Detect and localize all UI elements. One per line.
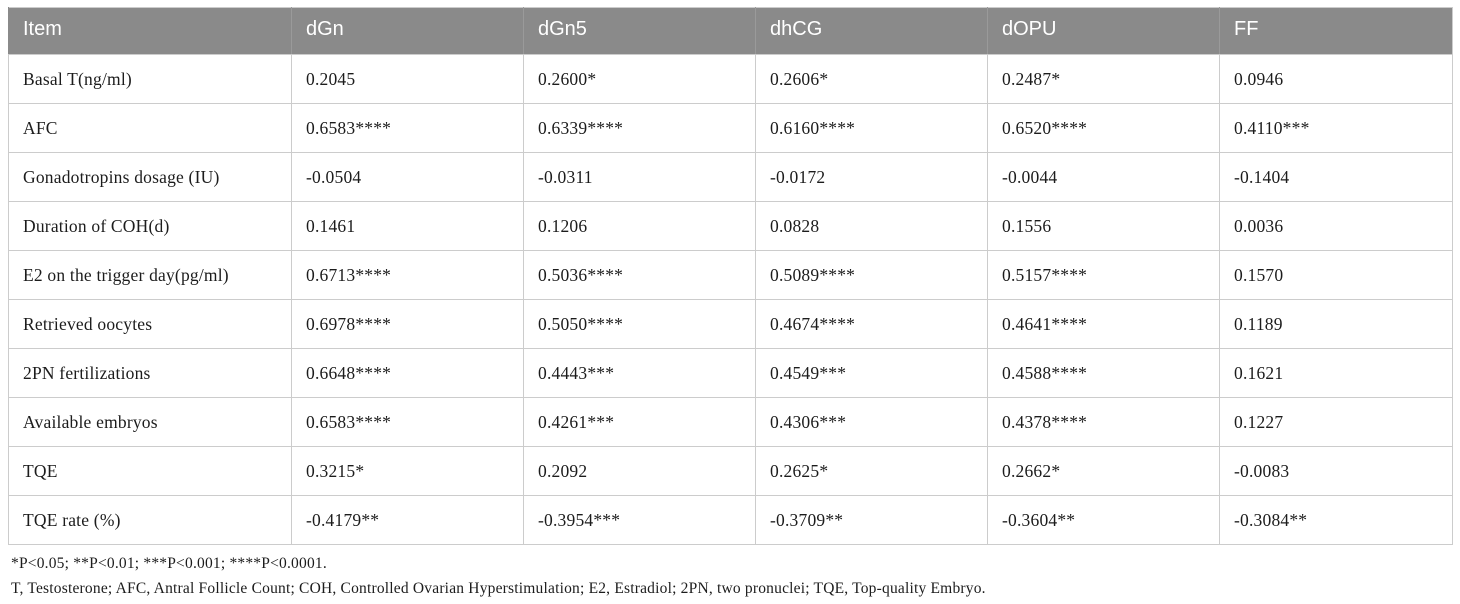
correlation-value: 0.0036 (1219, 201, 1453, 251)
correlation-value: 0.6583**** (291, 103, 524, 153)
row-item-label: Gonadotropins dosage (IU) (8, 152, 292, 202)
correlation-value: 0.1556 (987, 201, 1220, 251)
table-row: TQE 0.3215* 0.2092 0.2625* 0.2662* -0.0083 (8, 446, 1453, 496)
correlation-value: -0.3954*** (523, 495, 756, 545)
correlation-value: 0.1227 (1219, 397, 1453, 447)
correlation-value: 0.2662* (987, 446, 1220, 496)
correlation-value: 0.5089**** (755, 250, 988, 300)
row-item-label: Available embryos (8, 397, 292, 447)
row-item-label: AFC (8, 103, 292, 153)
correlation-value: 0.1461 (291, 201, 524, 251)
table-row: Duration of COH(d) 0.1461 0.1206 0.0828 0.15… (8, 201, 1453, 251)
table-row: Available embryos 0.6583**** 0.4261*** 0.43… (8, 397, 1453, 447)
correlation-value: 0.6160**** (755, 103, 988, 153)
row-item-label: E2 on the trigger day(pg/ml) (8, 250, 292, 300)
correlation-value: -0.0083 (1219, 446, 1453, 496)
row-item-label: 2PN fertilizations (8, 348, 292, 398)
correlation-value: 0.4549*** (755, 348, 988, 398)
table-row: Gonadotropins dosage (IU) -0.0504 -0.0311-… (8, 152, 1453, 202)
correlation-value: -0.0172 (755, 152, 988, 202)
correlation-value: 0.2092 (523, 446, 756, 496)
table-footnotes: *P<0.05; **P<0.01; ***P<0.001; ****P<0.0… (8, 545, 1452, 601)
correlation-value: 0.6648**** (291, 348, 524, 398)
correlation-value: 0.0828 (755, 201, 988, 251)
correlation-value: 0.6978**** (291, 299, 524, 349)
correlation-value: 0.4261*** (523, 397, 756, 447)
correlation-value: -0.0504 (291, 152, 524, 202)
correlation-value: 0.2045 (291, 54, 524, 104)
correlation-table: Item dGn dGn5 dhCG dOPU FF Basal T(ng/ml) 0.20… (8, 7, 1453, 545)
column-header-dopu: dOPU (987, 7, 1220, 55)
correlation-value: 0.2625* (755, 446, 988, 496)
correlation-value: 0.2487* (987, 54, 1220, 104)
correlation-value: 0.5050**** (523, 299, 756, 349)
row-item-label: TQE (8, 446, 292, 496)
correlation-value: 0.6583**** (291, 397, 524, 447)
correlation-value: 0.4443*** (523, 348, 756, 398)
correlation-value: 0.4641**** (987, 299, 1220, 349)
table-body: Basal T(ng/ml) 0.2045 0.2600* 0.2606* 0.2487… (8, 54, 1453, 545)
column-header-item: Item (8, 7, 292, 55)
correlation-value: 0.1206 (523, 201, 756, 251)
row-item-label: Basal T(ng/ml) (8, 54, 292, 104)
correlation-value: -0.0044 (987, 152, 1220, 202)
correlation-value: 0.2606* (755, 54, 988, 104)
correlation-value: -0.3084** (1219, 495, 1453, 545)
correlation-value: -0.4179** (291, 495, 524, 545)
correlation-value: 0.0946 (1219, 54, 1453, 104)
correlation-value: -0.1404 (1219, 152, 1453, 202)
correlation-value: 0.4110*** (1219, 103, 1453, 153)
correlation-value: 0.4306*** (755, 397, 988, 447)
column-header-dhcg: dhCG (755, 7, 988, 55)
correlation-value: 0.4378**** (987, 397, 1220, 447)
correlation-value: 0.4674**** (755, 299, 988, 349)
column-header-dgn5: dGn5 (523, 7, 756, 55)
correlation-value: 0.1189 (1219, 299, 1453, 349)
header-row: Item dGn dGn5 dhCG dOPU FF (8, 7, 1453, 55)
correlation-value: 0.6520**** (987, 103, 1220, 153)
column-header-dgn: dGn (291, 7, 524, 55)
correlation-value: -0.3604** (987, 495, 1220, 545)
correlation-value: 0.4588**** (987, 348, 1220, 398)
table-row: Basal T(ng/ml) 0.2045 0.2600* 0.2606* 0.2487… (8, 54, 1453, 104)
correlation-value: 0.1621 (1219, 348, 1453, 398)
table-row: TQE rate (%) -0.4179** -0.3954*** -0.3709**… (8, 495, 1453, 545)
correlation-value: 0.6339**** (523, 103, 756, 153)
table-header: Item dGn dGn5 dhCG dOPU FF (8, 7, 1453, 55)
footnote-abbreviations: T, Testosterone; AFC, Antral Follicle Co… (11, 580, 986, 597)
correlation-value: 0.3215* (291, 446, 524, 496)
correlation-value: 0.2600* (523, 54, 756, 104)
correlation-value: 0.5036**** (523, 250, 756, 300)
table-row: 2PN fertilizations 0.6648**** 0.4443*** 0.4… (8, 348, 1453, 398)
row-item-label: Duration of COH(d) (8, 201, 292, 251)
correlation-value: -0.3709** (755, 495, 988, 545)
correlation-value: 0.1570 (1219, 250, 1453, 300)
table-row: AFC 0.6583**** 0.6339**** 0.6160**** 0.6520*… (8, 103, 1453, 153)
column-header-ff: FF (1219, 7, 1453, 55)
correlation-value: 0.6713**** (291, 250, 524, 300)
table-row: E2 on the trigger day(pg/ml) 0.6713**** 0.… (8, 250, 1453, 300)
row-item-label: Retrieved oocytes (8, 299, 292, 349)
correlation-value: -0.0311 (523, 152, 756, 202)
correlation-value: 0.5157**** (987, 250, 1220, 300)
row-item-label: TQE rate (%) (8, 495, 292, 545)
table-row: Retrieved oocytes 0.6978**** 0.5050**** 0.4… (8, 299, 1453, 349)
footnote-significance: *P<0.05; **P<0.01; ***P<0.001; ****P<0.0… (11, 555, 327, 572)
